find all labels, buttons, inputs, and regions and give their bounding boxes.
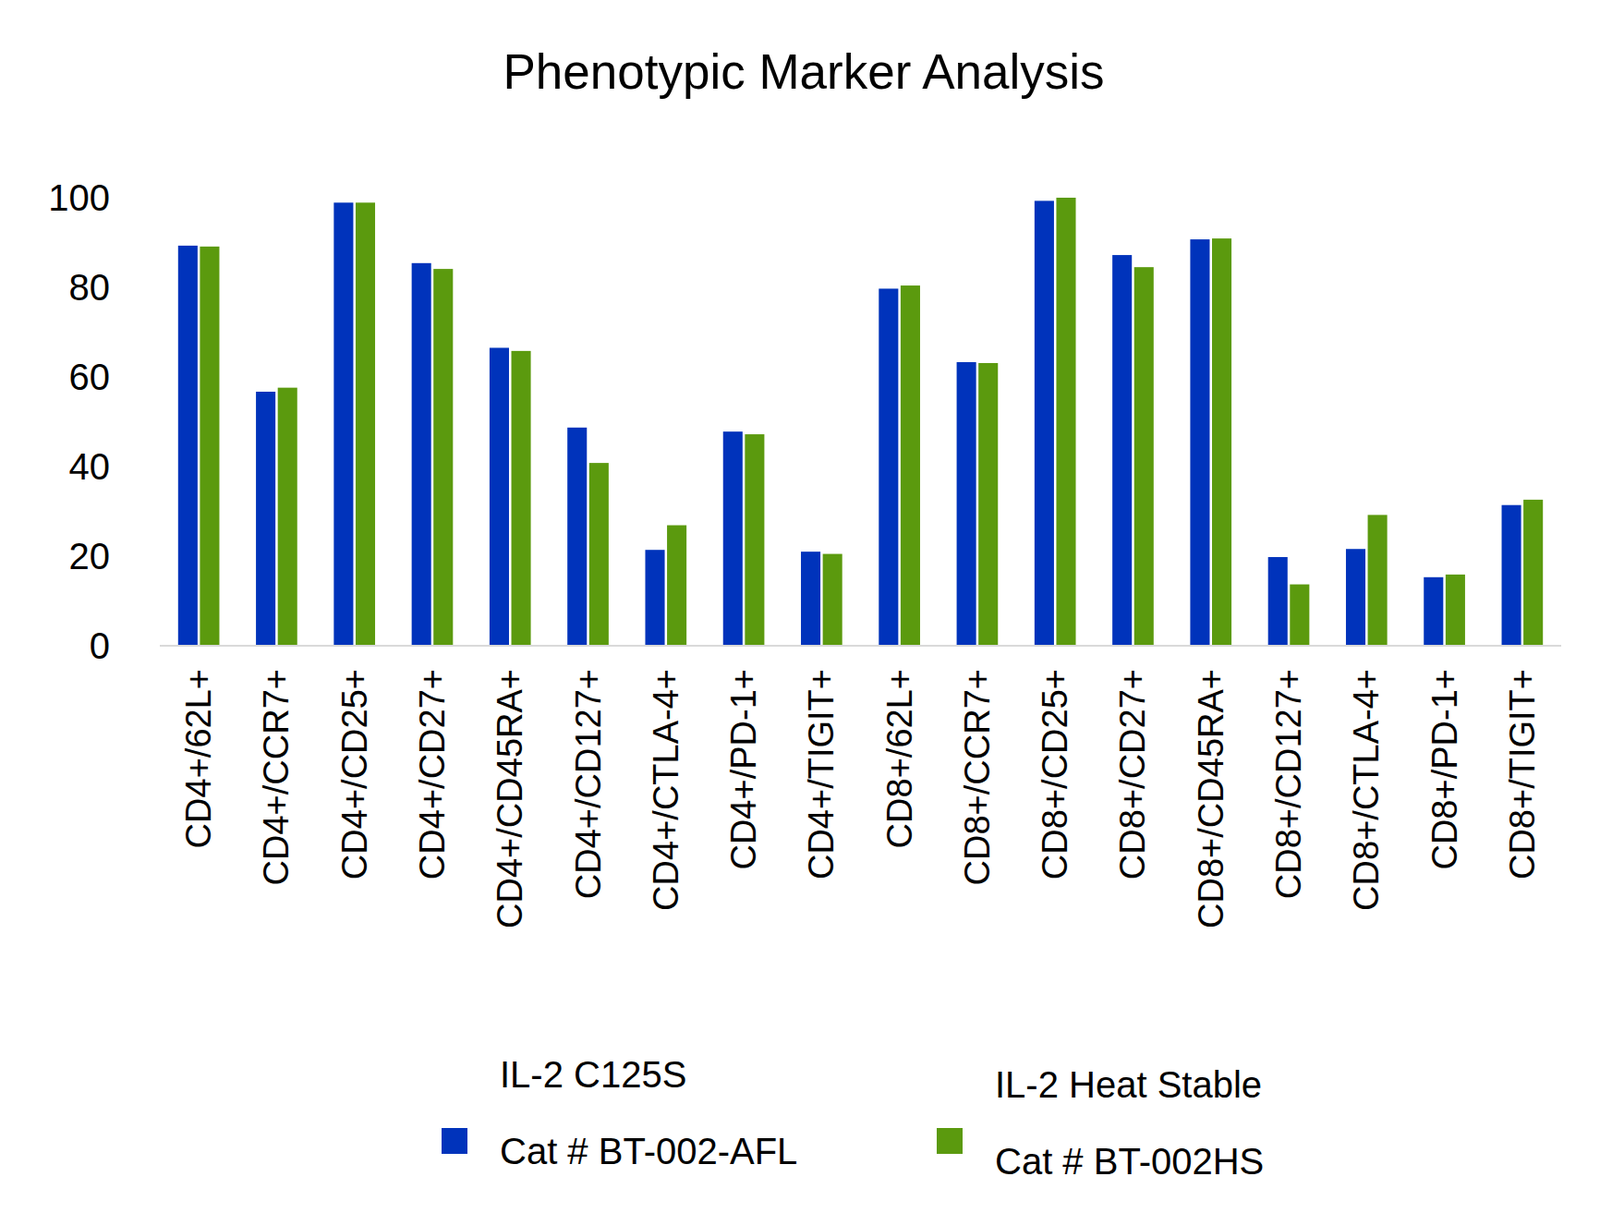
x-tick-label: CD4+/CD27+ — [412, 668, 452, 880]
bar — [644, 549, 665, 646]
bar — [1502, 505, 1522, 646]
bar — [1134, 266, 1154, 646]
bar — [823, 554, 843, 646]
chart: Phenotypic Marker Analysis 0 20 40 60 80 100 CD… — [0, 0, 1600, 1213]
legend-label: Cat # BT-002HS — [994, 1140, 1264, 1182]
bar — [255, 391, 276, 646]
x-tick-label: CD4+/CD45RA+ — [490, 668, 530, 929]
bar — [1289, 584, 1310, 646]
bar — [1523, 499, 1543, 646]
x-tick-label: CD8+/62L+ — [880, 668, 920, 849]
y-tick — [158, 376, 160, 378]
bar — [800, 551, 821, 646]
bar — [433, 268, 453, 646]
x-tick-label: CD4+/PD-1+ — [724, 668, 764, 871]
y-tick — [158, 645, 160, 647]
bars — [178, 197, 1543, 646]
bar — [1368, 514, 1388, 646]
bar — [1055, 197, 1076, 646]
bar — [567, 427, 587, 646]
x-tick-label: CD8+/TIGIT+ — [1503, 668, 1542, 880]
x-tick-label: CD4+/62L+ — [179, 668, 219, 849]
bar — [511, 351, 532, 646]
y-tick — [158, 466, 160, 468]
x-tick-label: CD4+/CTLA-4+ — [646, 668, 686, 911]
legend-label: Cat # BT-002-AFL — [499, 1130, 798, 1172]
x-tick-label: CD4+/CCR7+ — [256, 668, 296, 885]
y-tick-label: 100 — [48, 177, 110, 219]
bar — [1112, 254, 1132, 646]
bar — [723, 431, 743, 646]
x-tick-label: CD8+/CD45RA+ — [1191, 668, 1231, 929]
bar — [333, 202, 353, 646]
title: Phenotypic Marker Analysis — [502, 44, 1104, 99]
bar — [1034, 200, 1055, 646]
bar — [744, 434, 764, 646]
legend-title: IL-2 C125S — [499, 1054, 687, 1095]
legend-swatch — [936, 1127, 963, 1154]
y-tick — [158, 556, 160, 558]
legend-swatch — [441, 1127, 468, 1154]
legend-title: IL-2 Heat Stable — [994, 1064, 1262, 1105]
bar — [1445, 574, 1466, 646]
bar — [355, 202, 376, 646]
bar — [589, 462, 609, 646]
y-tick-label: 0 — [89, 625, 110, 667]
bar — [1345, 548, 1366, 646]
bar — [1268, 557, 1288, 646]
y-tick-label: 80 — [69, 266, 111, 308]
x-tick-label: CD8+/CTLA-4+ — [1346, 668, 1386, 911]
x-tick-label: CD4+/CD25+ — [335, 668, 375, 880]
bar — [1212, 238, 1232, 646]
bar — [199, 246, 219, 646]
bar — [412, 263, 432, 646]
bar — [978, 363, 998, 646]
bar — [489, 347, 510, 646]
x-tick-label: CD8+/CD25+ — [1035, 668, 1075, 880]
y-tick-label: 40 — [69, 446, 111, 487]
y-tick-label: 60 — [69, 356, 111, 398]
bar — [1189, 239, 1210, 646]
x-tick-label: CD8+/CD27+ — [1113, 668, 1152, 880]
x-tick-label: CD8+/CCR7+ — [957, 668, 997, 885]
bar — [666, 525, 687, 646]
x-tick-label: CD8+/CD127+ — [1269, 668, 1309, 899]
bar — [178, 245, 198, 646]
bar — [957, 362, 977, 646]
bar — [1423, 577, 1443, 646]
y-tick-label: 20 — [69, 535, 111, 577]
y-tick — [158, 287, 160, 289]
bar — [900, 285, 921, 646]
x-tick-label: CD4+/TIGIT+ — [801, 668, 841, 880]
y-tick — [158, 197, 160, 199]
bar — [878, 288, 898, 646]
x-tick-label: CD8+/PD-1+ — [1425, 668, 1465, 871]
x-tick-label: CD4+/CD127+ — [569, 668, 608, 899]
x-axis — [159, 644, 1562, 647]
bar — [278, 387, 298, 646]
